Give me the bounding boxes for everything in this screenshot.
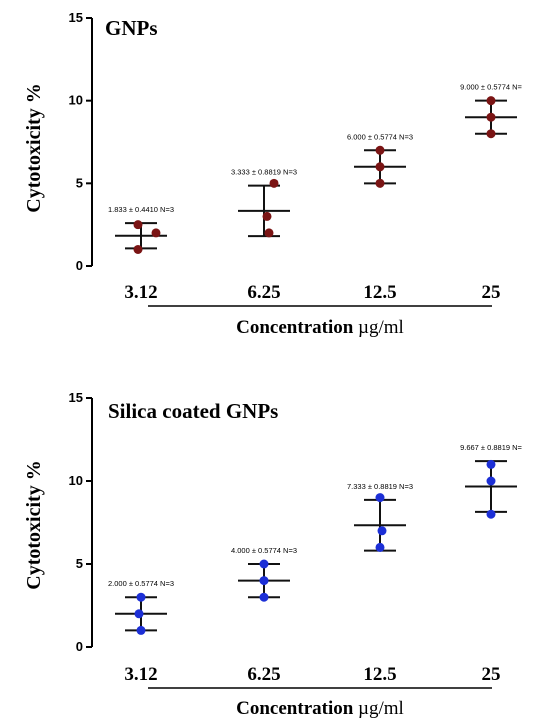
chart-title: Silica coated GNPs	[108, 399, 278, 423]
x-tick-label: 12.5	[363, 664, 396, 685]
data-point	[375, 145, 385, 155]
data-point	[486, 476, 496, 486]
data-point	[134, 609, 144, 619]
data-point	[375, 178, 385, 188]
data-point	[486, 112, 496, 122]
data-point	[486, 509, 496, 519]
y-tick-label: 10	[69, 473, 83, 488]
x-axis-label: Concentration µg/ml	[236, 698, 404, 719]
y-tick-label: 0	[76, 258, 83, 273]
y-tick-label: 0	[76, 639, 83, 654]
x-axis-label-text: Concentration	[236, 317, 354, 338]
chart-gnps: Cytotoxicity % GNPs Concentration µg/ml …	[23, 10, 523, 338]
x-tick-label: 12.5	[363, 282, 396, 303]
y-tick-label: 5	[76, 556, 83, 571]
x-tick-label: 3.12	[124, 282, 157, 303]
x-tick-label: 25	[482, 664, 501, 685]
data-point	[133, 220, 143, 230]
data-point	[259, 592, 269, 602]
y-tick-label: 15	[69, 10, 83, 25]
x-tick-label: 3.12	[124, 664, 157, 685]
value-annotation: 2.000 ± 0.5774 N=3	[108, 579, 174, 588]
data-point	[136, 625, 146, 635]
data-point	[486, 129, 496, 139]
x-tick-label: 6.25	[247, 664, 280, 685]
data-point	[259, 576, 269, 586]
data-point	[264, 228, 274, 238]
data-point	[151, 228, 161, 238]
x-axis-label-text: Concentration	[236, 698, 354, 719]
y-tick-label: 5	[76, 175, 83, 190]
data-point	[375, 493, 385, 503]
y-tick-label: 10	[69, 93, 83, 108]
value-annotation: 1.833 ± 0.4410 N=3	[108, 205, 174, 214]
chart-silica-coated-gnps: Cytotoxicity % Silica coated GNPs Concen…	[23, 390, 523, 719]
data-point	[375, 162, 385, 172]
value-annotation: 3.333 ± 0.8819 N=3	[231, 168, 297, 177]
data-point	[486, 96, 496, 106]
value-annotation: 9.667 ± 0.8819 N=	[460, 443, 522, 452]
data-point	[136, 592, 146, 602]
value-annotation: 7.333 ± 0.8819 N=3	[347, 482, 413, 491]
x-tick-label: 25	[482, 282, 501, 303]
data-point	[375, 542, 385, 552]
y-axis-label: Cytotoxicity %	[23, 83, 45, 212]
x-tick-label: 6.25	[247, 282, 280, 303]
data-point	[486, 459, 496, 469]
data-point	[377, 526, 387, 536]
data-point	[259, 559, 269, 569]
value-annotation: 9.000 ± 0.5774 N=	[460, 83, 522, 92]
x-axis-label-unit: µg/ml	[358, 698, 404, 719]
x-axis-label: Concentration µg/ml	[236, 317, 404, 338]
x-axis-label-unit: µg/ml	[358, 317, 404, 338]
chart-title: GNPs	[105, 16, 158, 40]
data-point	[269, 178, 279, 188]
data-point	[133, 244, 143, 254]
y-axis-label: Cytotoxicity %	[23, 460, 45, 589]
value-annotation: 4.000 ± 0.5774 N=3	[231, 546, 297, 555]
data-point	[262, 211, 272, 221]
y-tick-label: 15	[69, 390, 83, 405]
value-annotation: 6.000 ± 0.5774 N=3	[347, 132, 413, 141]
